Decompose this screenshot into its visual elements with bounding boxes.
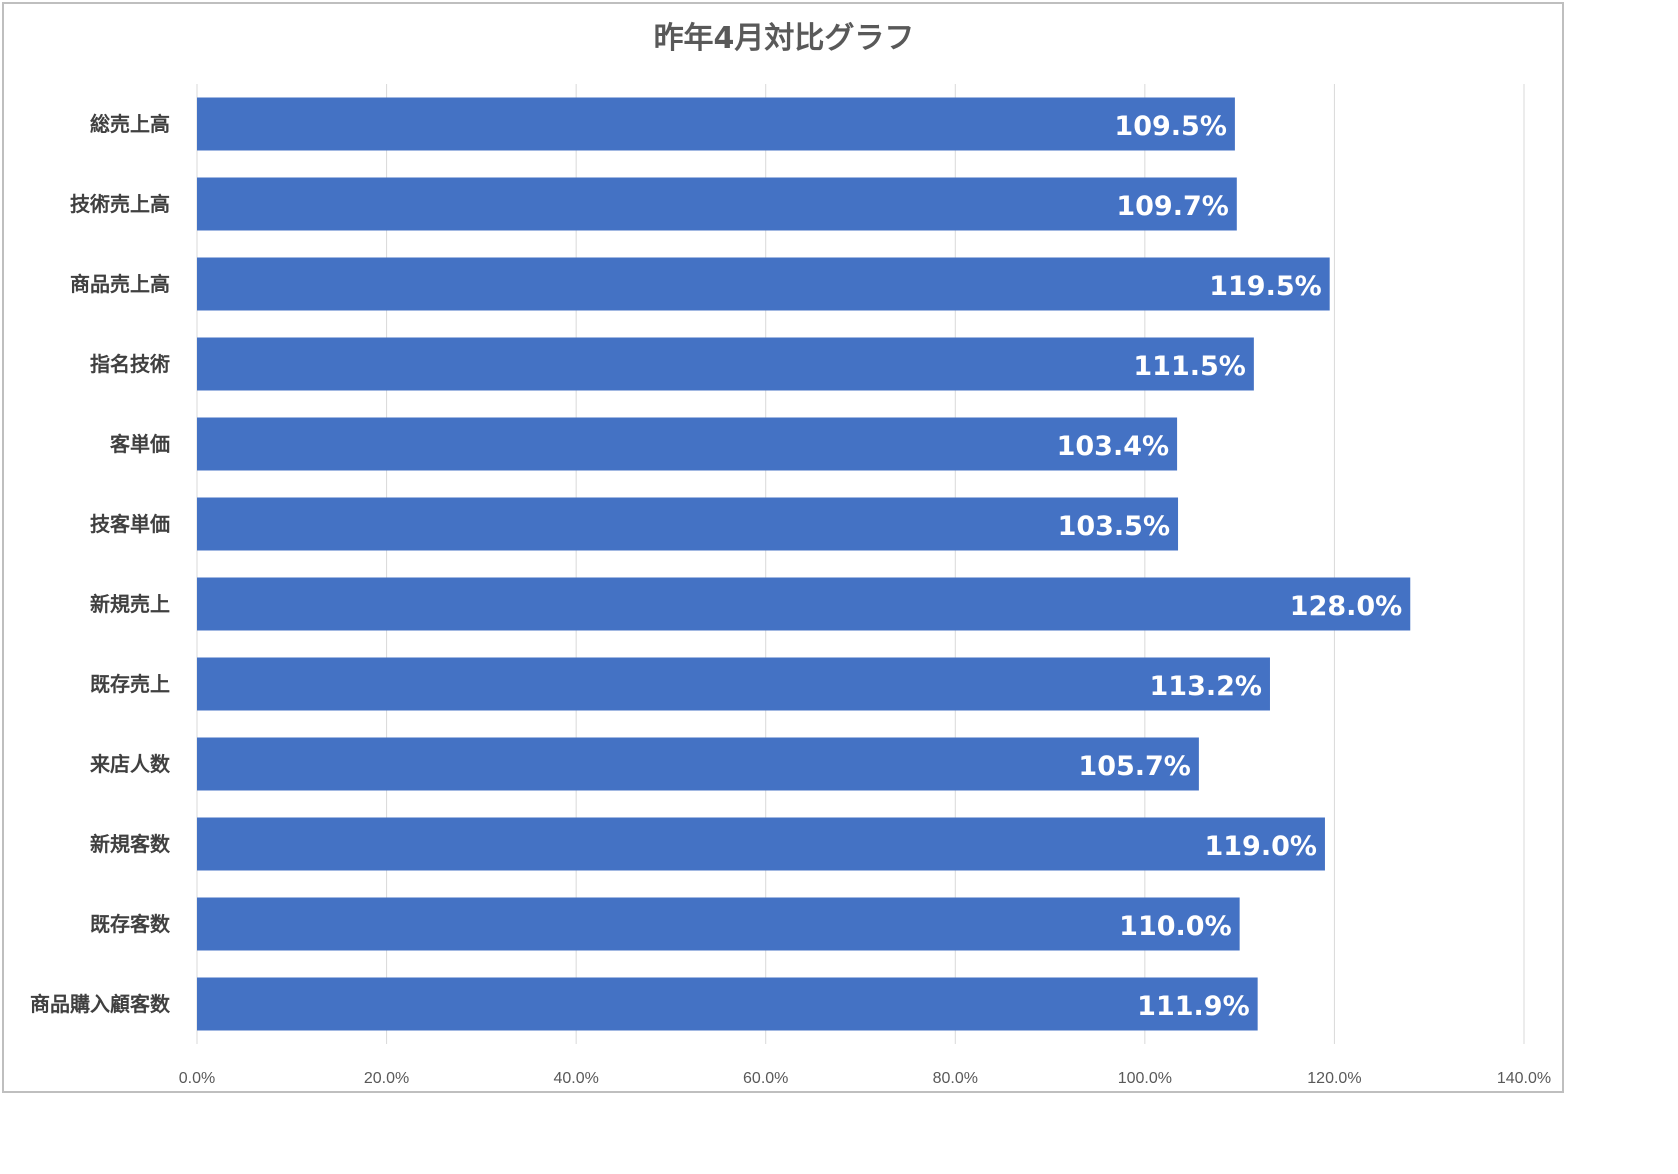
data-label: 103.4% bbox=[1057, 431, 1169, 462]
x-tick-label: 60.0% bbox=[743, 1070, 788, 1087]
chart-title: 昨年4月対比グラフ bbox=[654, 21, 915, 56]
bars: 109.5% 109.7% 119.5% 111.5% 103.4% 103.5% 128.… bbox=[197, 97, 1411, 1031]
category-label: 来店人数 bbox=[89, 752, 171, 776]
category-label: 技客単価 bbox=[90, 512, 170, 536]
bar bbox=[197, 97, 1235, 151]
data-label: 103.5% bbox=[1058, 511, 1170, 542]
category-label: 新規売上 bbox=[90, 592, 170, 616]
category-label: 商品購入顧客数 bbox=[30, 992, 171, 1016]
bar bbox=[197, 897, 1240, 951]
data-label: 119.0% bbox=[1204, 831, 1316, 862]
bar bbox=[197, 177, 1237, 231]
category-label: 技術売上高 bbox=[70, 192, 170, 216]
x-tick-label: 120.0% bbox=[1307, 1070, 1361, 1087]
x-tick-label: 20.0% bbox=[364, 1070, 409, 1087]
data-label: 110.0% bbox=[1119, 911, 1231, 942]
bar bbox=[197, 737, 1199, 791]
category-label: 既存売上 bbox=[90, 672, 170, 696]
data-label: 111.5% bbox=[1133, 351, 1245, 382]
value-axis-ticks: 0.0% 20.0% 40.0% 60.0% 80.0% 100.0% 120.0% 140.… bbox=[179, 1070, 1551, 1087]
data-label: 128.0% bbox=[1290, 591, 1402, 622]
x-tick-label: 0.0% bbox=[179, 1070, 215, 1087]
x-tick-label: 80.0% bbox=[933, 1070, 978, 1087]
data-label: 109.5% bbox=[1114, 111, 1226, 142]
category-axis-labels: 総売上高技術売上高商品売上高指名技術客単価技客単価新規売上既存売上来店人数新規客… bbox=[30, 112, 171, 1016]
data-label: 113.2% bbox=[1150, 671, 1262, 702]
category-label: 総売上高 bbox=[90, 112, 170, 136]
category-label: 新規客数 bbox=[90, 832, 171, 856]
data-label: 111.9% bbox=[1137, 991, 1249, 1022]
bar bbox=[197, 577, 1411, 631]
bar bbox=[197, 817, 1325, 871]
bar bbox=[197, 417, 1178, 471]
bar bbox=[197, 977, 1258, 1031]
data-label: 109.7% bbox=[1116, 191, 1228, 222]
bar bbox=[197, 657, 1270, 711]
category-label: 商品売上高 bbox=[70, 272, 170, 296]
bar-chart: 昨年4月対比グラフ 109.5% 109.7% 119.5% 111.5% 103.4%… bbox=[30, 21, 1551, 1087]
category-label: 既存客数 bbox=[90, 912, 171, 936]
bar bbox=[197, 497, 1179, 551]
x-tick-label: 40.0% bbox=[553, 1070, 598, 1087]
data-label: 119.5% bbox=[1209, 271, 1321, 302]
category-label: 指名技術 bbox=[90, 352, 170, 376]
x-tick-label: 140.0% bbox=[1497, 1070, 1551, 1087]
bar bbox=[197, 337, 1254, 391]
bar bbox=[197, 257, 1330, 311]
gridlines bbox=[196, 84, 1525, 1044]
x-tick-label: 100.0% bbox=[1118, 1070, 1172, 1087]
category-label: 客単価 bbox=[109, 432, 170, 456]
data-label: 105.7% bbox=[1078, 751, 1190, 782]
